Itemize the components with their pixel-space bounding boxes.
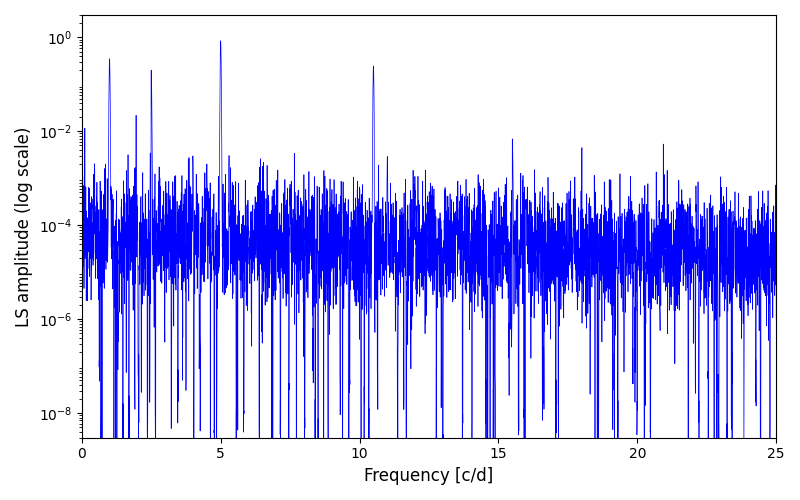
X-axis label: Frequency [c/d]: Frequency [c/d] — [364, 467, 494, 485]
Y-axis label: LS amplitude (log scale): LS amplitude (log scale) — [15, 126, 33, 326]
